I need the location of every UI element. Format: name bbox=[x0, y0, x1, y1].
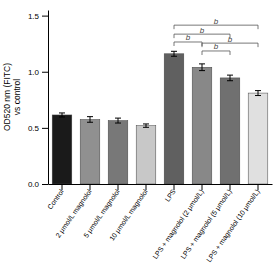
significance-label: b bbox=[200, 26, 205, 35]
significance-label: b bbox=[214, 17, 219, 26]
x-tick-label: LPS + magnolol (2 μmol/L) bbox=[151, 188, 205, 261]
significance-bracket bbox=[174, 42, 202, 46]
y-tick-label: 0.5 bbox=[28, 124, 40, 133]
y-tick-mark bbox=[42, 128, 48, 129]
significance-bracket bbox=[174, 25, 258, 29]
x-axis: Control2 μmol/L magnolol5 μmol/L magnolo… bbox=[46, 184, 272, 264]
significance-bracket bbox=[174, 34, 230, 38]
bar bbox=[136, 126, 156, 184]
y-tick: 0.5 bbox=[28, 124, 48, 133]
error-bar-cap bbox=[227, 75, 233, 76]
error-bar-stem bbox=[146, 124, 147, 127]
bar bbox=[164, 54, 184, 184]
bar bbox=[220, 78, 240, 184]
error-bar-cap bbox=[87, 122, 93, 123]
chart: 0.0 0.5 1.0 1.5 Control2 μmol/L magnolol5 μm… bbox=[0, 0, 280, 280]
error-bar-cap bbox=[115, 123, 121, 124]
significance-label: b bbox=[186, 33, 191, 42]
significance-label: b bbox=[214, 42, 219, 51]
x-tick: LPS bbox=[164, 184, 178, 203]
error-bar-cap bbox=[227, 80, 233, 81]
y-axis-title-line: vs control bbox=[12, 79, 22, 115]
x-tick-mark bbox=[258, 184, 259, 190]
error-bar-stem bbox=[230, 75, 231, 81]
x-tick-mark bbox=[174, 184, 175, 190]
bar bbox=[248, 93, 268, 184]
y-axis-title-line: OD520 nm (FITC) bbox=[2, 63, 12, 131]
x-tick-label: Control bbox=[46, 188, 65, 211]
error-bar-cap bbox=[59, 116, 65, 117]
error-bar bbox=[255, 91, 261, 96]
y-tick-mark bbox=[42, 184, 48, 185]
x-tick-label: LPS bbox=[164, 188, 178, 203]
x-tick-mark bbox=[62, 184, 63, 190]
error-bar bbox=[115, 118, 121, 123]
x-tick: LPS + magnolol (10 μmol/L) bbox=[205, 184, 262, 264]
plot: 0.0 0.5 1.0 1.5 Control2 μmol/L magnolol5 μm… bbox=[28, 11, 273, 264]
x-tick: 10 μmol/L magnolol bbox=[108, 184, 150, 243]
bar bbox=[52, 115, 72, 184]
x-tick-label: LPS + magnolol (5 μmol/L) bbox=[179, 188, 233, 261]
x-tick-mark bbox=[146, 184, 147, 190]
bar bbox=[108, 121, 128, 184]
bar bbox=[192, 67, 212, 184]
error-bar bbox=[143, 124, 149, 127]
y-tick-mark bbox=[42, 16, 48, 17]
x-tick-mark bbox=[230, 184, 231, 190]
error-bar-cap bbox=[143, 127, 149, 128]
error-bar bbox=[87, 117, 93, 123]
annotations: bbbbb bbox=[174, 17, 258, 55]
y-axis: 0.0 0.5 1.0 1.5 bbox=[28, 11, 49, 190]
error-bar-cap bbox=[87, 116, 93, 117]
error-bar-stem bbox=[174, 51, 175, 56]
x-tick: Control bbox=[46, 184, 65, 210]
error-bar-cap bbox=[199, 63, 205, 64]
error-bar-stem bbox=[258, 91, 259, 96]
error-bar-stem bbox=[118, 118, 119, 123]
x-tick-label: 10 μmol/L magnolol bbox=[108, 188, 150, 243]
error-bar bbox=[199, 64, 205, 71]
y-axis-line bbox=[48, 11, 49, 185]
significance-bracket bbox=[202, 51, 230, 55]
error-bar-stem bbox=[90, 117, 91, 123]
error-bar-cap bbox=[115, 118, 121, 119]
y-tick-mark bbox=[42, 72, 48, 73]
error-bar-stem bbox=[202, 64, 203, 71]
y-tick-label: 0.0 bbox=[28, 180, 40, 189]
x-axis-line bbox=[49, 184, 273, 185]
x-tick-mark bbox=[118, 184, 119, 190]
error-bar-cap bbox=[255, 95, 261, 96]
y-tick-label: 1.0 bbox=[28, 68, 40, 77]
error-bar bbox=[171, 51, 177, 56]
x-tick-mark bbox=[202, 184, 203, 190]
error-bar-cap bbox=[199, 70, 205, 71]
bar bbox=[80, 119, 100, 184]
error-bar-cap bbox=[255, 90, 261, 91]
y-tick-label: 1.5 bbox=[28, 12, 40, 21]
error-bar-cap bbox=[171, 56, 177, 57]
error-bar bbox=[227, 75, 233, 81]
error-bar-stem bbox=[62, 113, 63, 117]
error-bar-cap bbox=[59, 112, 65, 113]
x-tick-label: LPS + magnolol (10 μmol/L) bbox=[205, 188, 262, 264]
error-bar bbox=[59, 113, 65, 117]
error-bar-cap bbox=[171, 51, 177, 52]
significance-bracket bbox=[202, 43, 258, 47]
x-tick: LPS + magnolol (2 μmol/L) bbox=[151, 184, 205, 261]
y-tick: 1.0 bbox=[28, 68, 48, 77]
y-axis-title: OD520 nm (FITC)vs control bbox=[2, 63, 22, 131]
significance-label: b bbox=[228, 35, 233, 44]
x-tick-mark bbox=[90, 184, 91, 190]
x-tick: LPS + magnolol (5 μmol/L) bbox=[179, 184, 233, 261]
error-bar-cap bbox=[143, 123, 149, 124]
marks bbox=[52, 51, 268, 184]
y-tick: 1.5 bbox=[28, 12, 48, 21]
y-tick: 0.0 bbox=[28, 180, 48, 189]
